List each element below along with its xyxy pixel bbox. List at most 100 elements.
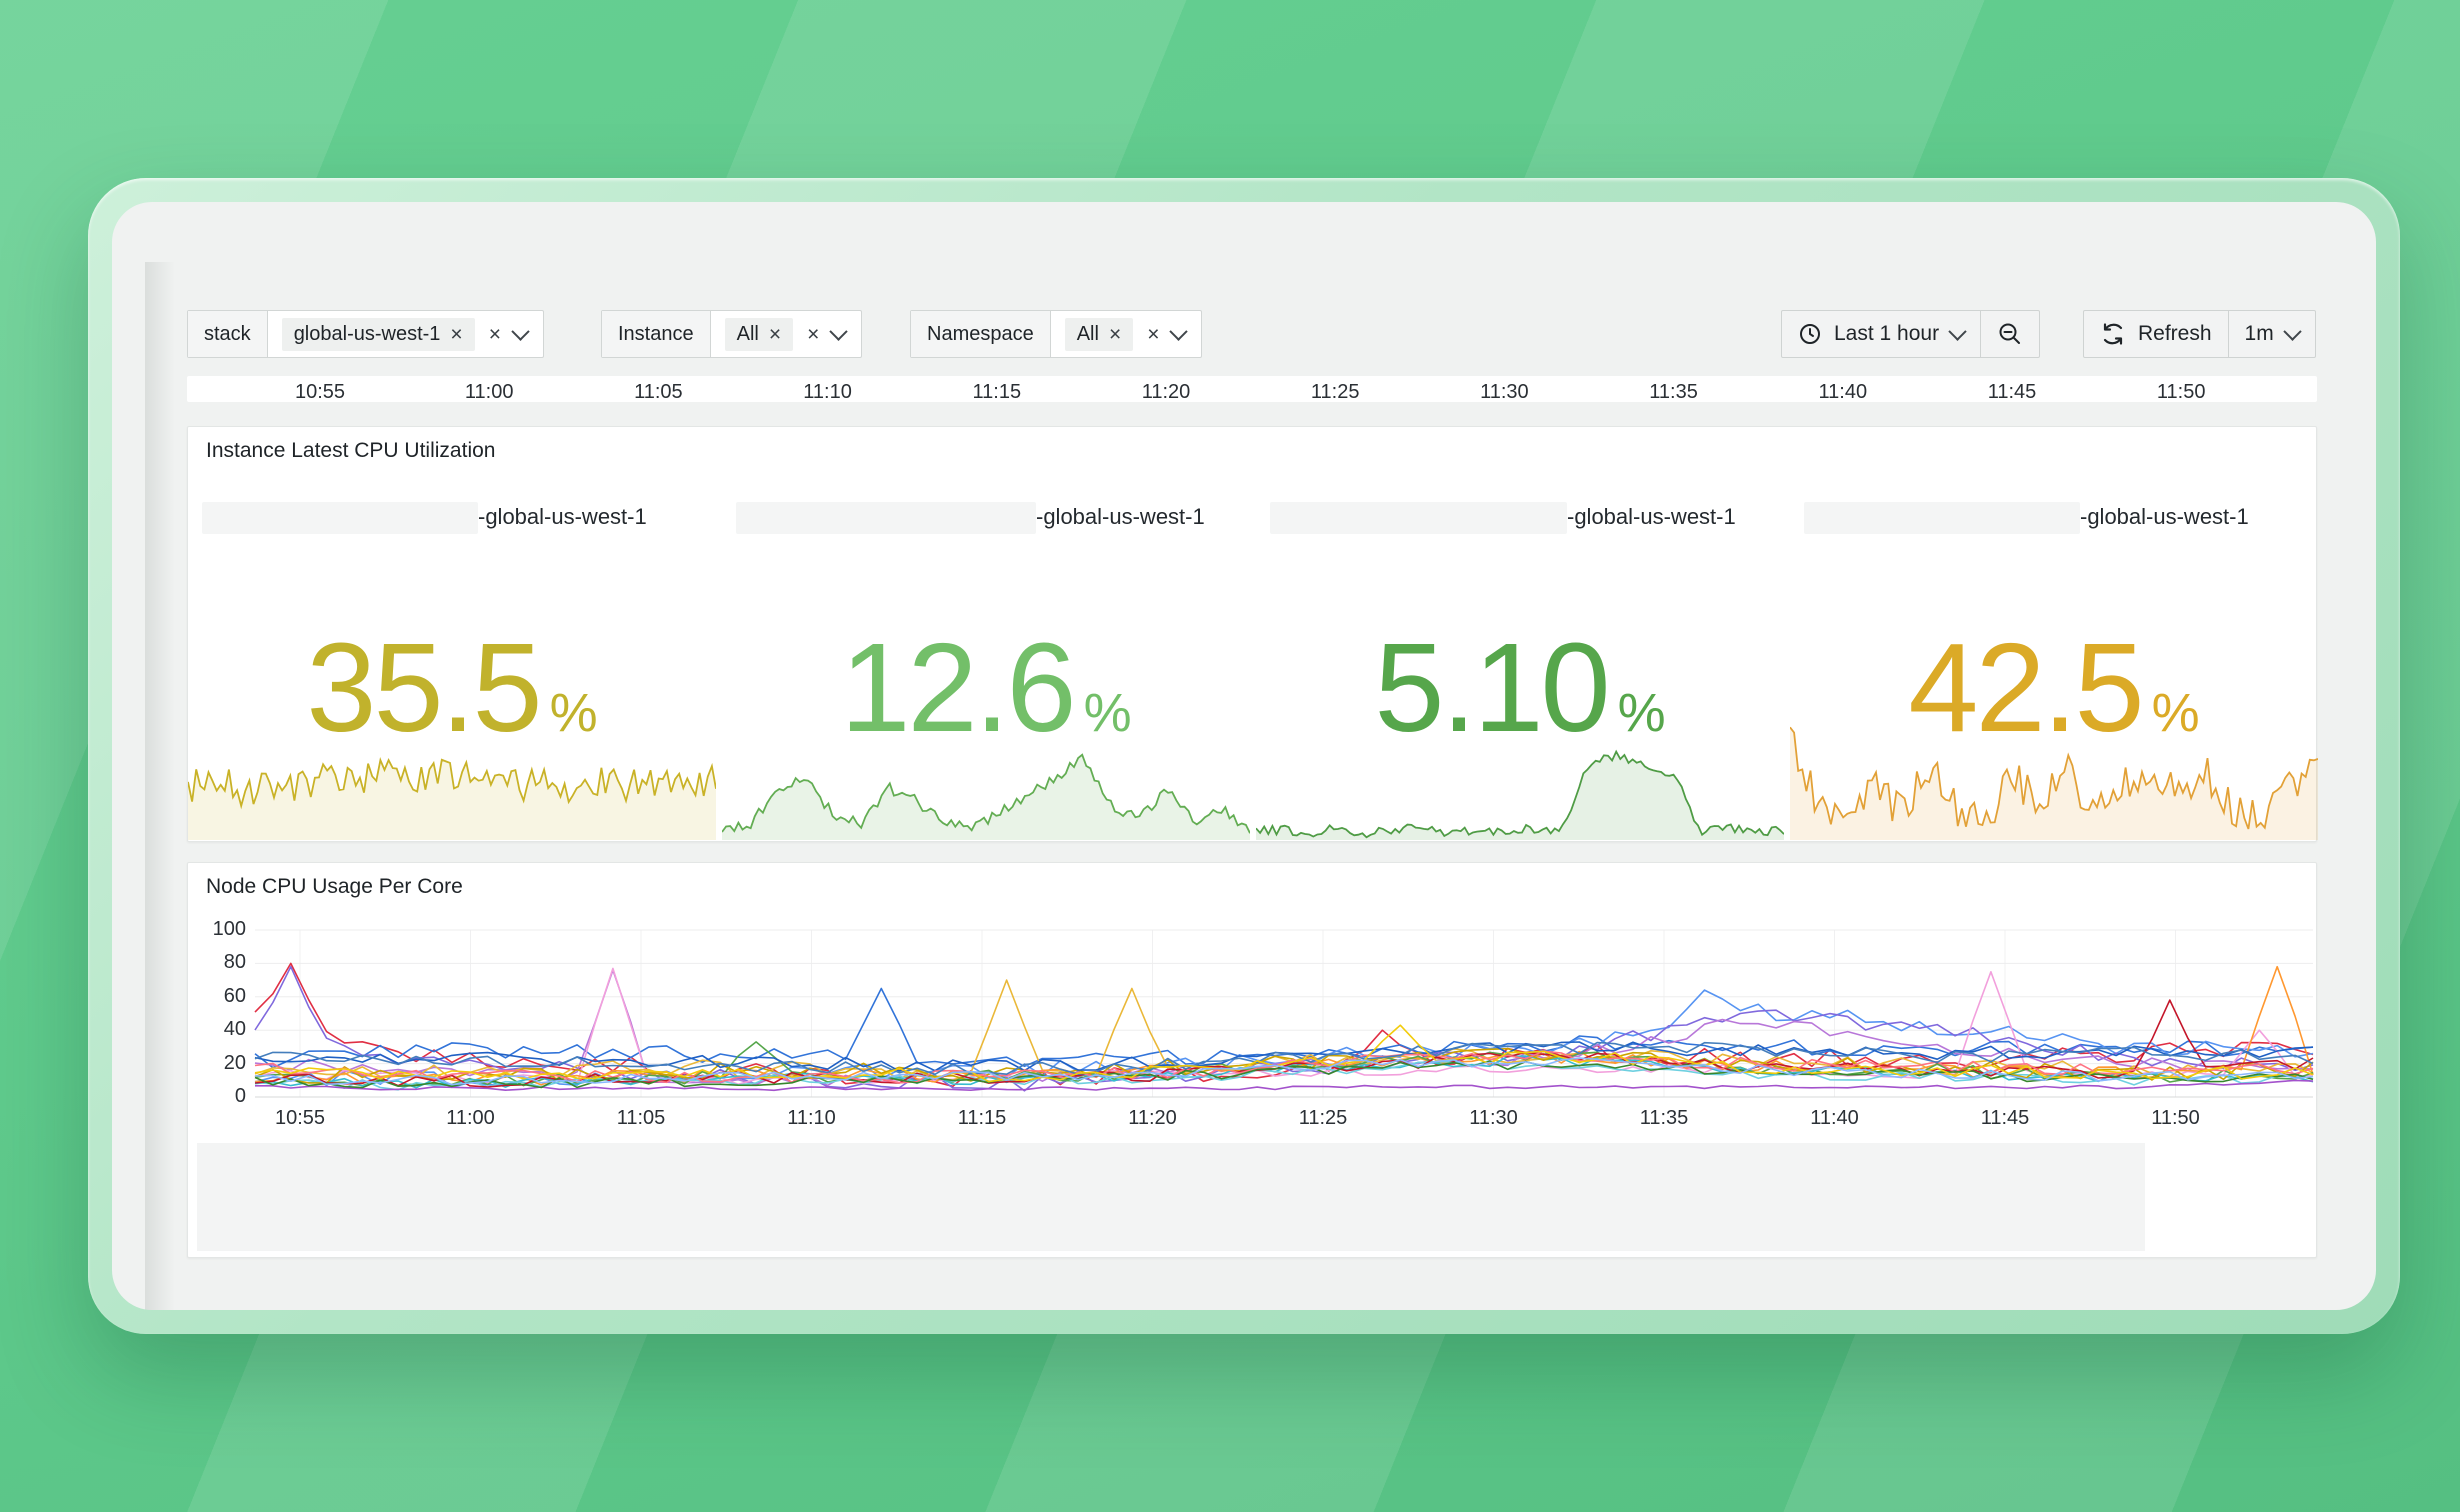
series-core-5 <box>254 967 2314 1086</box>
redacted-label-box <box>202 502 478 535</box>
series-core-14 <box>255 1079 2314 1092</box>
time-range-picker[interactable]: Last 1 hour <box>1781 310 2041 358</box>
filter-namespace-tag[interactable]: All × <box>1064 317 1134 351</box>
stat-value: 12.6 % <box>840 617 1132 758</box>
filter-stack-tag-text: global-us-west-1 <box>293 322 441 345</box>
magnifier-minus-icon <box>1999 323 2021 344</box>
stat-label: -global-us-west-1 <box>1804 499 2324 535</box>
time-range-button[interactable]: Last 1 hour <box>1782 311 1980 357</box>
y-tick-label: 0 <box>234 1085 246 1107</box>
stat-value: 5.10 % <box>1374 617 1666 758</box>
window-frame: stack global-us-west-1 × × <box>88 178 2400 1334</box>
filter-instance-tag[interactable]: All × <box>724 317 794 351</box>
chevron-down-icon <box>1948 321 1967 341</box>
time-tick-label: 11:50 <box>2156 381 2206 402</box>
stat-label-suffix: -global-us-west-1 <box>1567 504 1736 529</box>
dashboard-content: stack global-us-west-1 × × <box>112 202 2376 1310</box>
x-tick-label: 11:10 <box>787 1107 836 1129</box>
stat-sparkline <box>1256 749 1784 840</box>
panel-title: Instance Latest CPU Utilization <box>206 439 496 462</box>
filter-instance[interactable]: Instance All × × <box>601 310 863 358</box>
zoom-out-button[interactable] <box>1981 311 2039 357</box>
scrolled-panel-time-axis: 10:55 11:00 11:05 11:10 11:15 11:20 11:25 11:30… <box>187 376 2317 402</box>
panel-node-cpu-per-core[interactable]: Node CPU Usage Per Core 100 80 60 40 20 0 10:… <box>187 862 2317 1258</box>
filter-clear-icon[interactable]: × <box>1147 322 1160 346</box>
x-tick-label: 11:20 <box>1128 1107 1177 1129</box>
x-tick-label: 11:00 <box>446 1107 495 1129</box>
filter-clear-icon[interactable]: × <box>807 322 820 346</box>
refresh-label: Refresh <box>2138 322 2212 345</box>
stat-cell[interactable]: -global-us-west-1 12.6 % <box>722 485 1250 841</box>
tag-close-icon[interactable]: × <box>1108 322 1122 346</box>
refresh-interval-value: 1m <box>2244 322 2274 345</box>
time-tick-label: 11:10 <box>803 381 852 402</box>
stat-label: -global-us-west-1 <box>1270 499 1740 535</box>
chevron-down-icon[interactable] <box>511 321 530 341</box>
time-tick-label: 11:25 <box>1310 381 1360 402</box>
left-scroll-shadow <box>145 262 175 1310</box>
filter-namespace-label: Namespace <box>911 311 1051 357</box>
x-tick-label: 11:25 <box>1298 1107 1348 1129</box>
x-tick-label: 11:45 <box>1980 1107 2030 1129</box>
y-tick-label: 60 <box>223 984 246 1007</box>
chevron-down-icon[interactable] <box>829 321 849 341</box>
stat-cell[interactable]: -global-us-west-1 42.5 % <box>1790 485 2318 841</box>
y-tick-label: 100 <box>212 918 246 940</box>
time-tick-label: 11:30 <box>1480 381 1529 402</box>
filter-bar: stack global-us-west-1 × × <box>187 310 2317 358</box>
time-tick-label: 11:15 <box>972 381 1022 402</box>
filter-clear-icon[interactable]: × <box>488 322 501 346</box>
redacted-legend-box <box>197 1143 2145 1251</box>
clock-icon <box>1800 324 1820 344</box>
refresh-icon <box>2103 323 2123 345</box>
time-tick-label: 11:35 <box>1649 381 1698 402</box>
stat-label: -global-us-west-1 <box>202 499 650 535</box>
x-tick-label: 11:15 <box>957 1107 1007 1129</box>
stat-cell[interactable]: -global-us-west-1 5.10 % <box>1256 485 1784 841</box>
tag-close-icon[interactable]: × <box>450 322 463 346</box>
y-tick-label: 40 <box>223 1018 246 1041</box>
filter-namespace-tag-text: All <box>1076 322 1099 345</box>
dashboard-window: stack global-us-west-1 × × <box>112 202 2376 1310</box>
series-core-10 <box>254 1059 2314 1091</box>
time-tick-label: 10:55 <box>294 381 346 402</box>
time-tick-label: 11:20 <box>1141 381 1191 402</box>
stat-value: 42.5 % <box>1908 617 2200 758</box>
stat-label-suffix: -global-us-west-1 <box>478 504 647 529</box>
refresh-button[interactable]: Refresh <box>2084 311 2228 357</box>
filter-stack[interactable]: stack global-us-west-1 × × <box>187 310 544 358</box>
stat-label-suffix: -global-us-west-1 <box>1036 504 1205 529</box>
stat-label-suffix: -global-us-west-1 <box>2080 504 2249 529</box>
redacted-label-box <box>736 502 1036 535</box>
redacted-label-box <box>1804 502 2080 535</box>
panel-title: Node CPU Usage Per Core <box>206 875 463 898</box>
stat-sparkline <box>188 757 716 840</box>
node-cpu-chart[interactable] <box>188 863 2316 1143</box>
tag-close-icon[interactable]: × <box>768 322 782 346</box>
x-tick-label: 11:05 <box>616 1107 666 1129</box>
stat-sparkline <box>1790 726 2318 840</box>
time-tick-label: 11:40 <box>1818 381 1868 402</box>
series-core-19 <box>254 1057 2314 1086</box>
time-range-label: Last 1 hour <box>1834 322 1940 345</box>
x-tick-label: 11:35 <box>1639 1107 1689 1129</box>
time-tick-label: 11:05 <box>634 381 683 402</box>
chevron-down-icon[interactable] <box>1169 321 1189 341</box>
filter-instance-tag-text: All <box>736 322 759 345</box>
chevron-down-icon <box>2283 321 2302 341</box>
refresh-interval-button[interactable]: 1m <box>2229 311 2315 357</box>
filter-instance-label: Instance <box>602 311 711 357</box>
refresh-picker[interactable]: Refresh 1m <box>2083 310 2316 358</box>
y-tick-label: 20 <box>223 1051 246 1074</box>
filter-namespace[interactable]: Namespace All × × <box>910 310 1203 358</box>
panel-instance-latest-cpu[interactable]: Instance Latest CPU Utilization -global-… <box>187 426 2318 842</box>
series-core-17 <box>254 1041 2314 1076</box>
redacted-label-box <box>1270 502 1567 535</box>
series-core-18 <box>254 1024 2314 1083</box>
x-tick-label: 11:30 <box>1469 1107 1518 1129</box>
x-tick-label: 10:55 <box>274 1107 326 1129</box>
stat-cell[interactable]: -global-us-west-1 35.5 % <box>188 485 716 841</box>
stat-sparkline <box>722 753 1250 840</box>
filter-stack-tag[interactable]: global-us-west-1 × <box>281 317 475 351</box>
